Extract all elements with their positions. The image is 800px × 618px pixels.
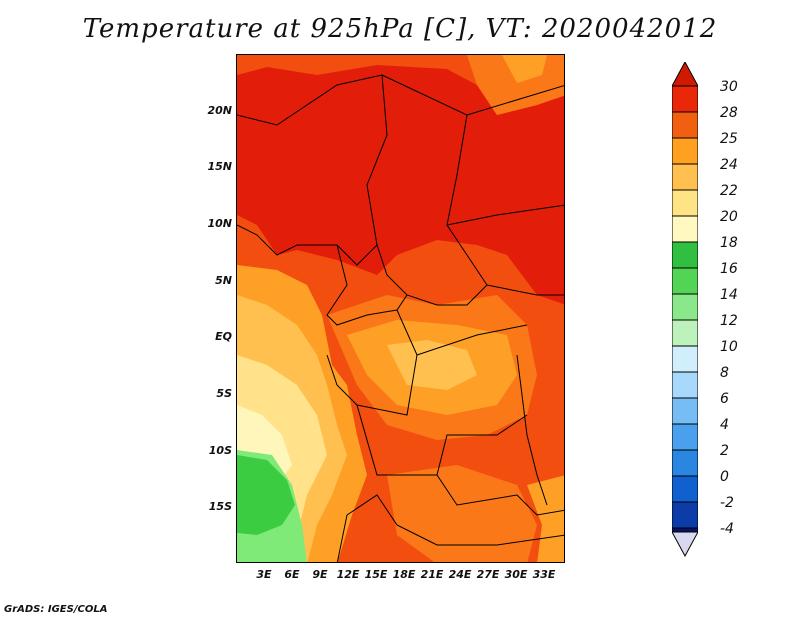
lat-label-15s: 15S bbox=[208, 500, 232, 513]
colorbar-label-20: 20 bbox=[720, 209, 738, 225]
lon-label-30e: 30E bbox=[504, 568, 528, 581]
cb-4 bbox=[672, 423, 698, 451]
cb-25 bbox=[672, 137, 698, 165]
cb-24 bbox=[672, 163, 698, 191]
cb-m2 bbox=[672, 501, 698, 529]
region-30-north bbox=[237, 65, 564, 305]
lon-label-9e: 9E bbox=[312, 568, 328, 581]
lon-label-27e: 27E bbox=[476, 568, 500, 581]
colorbar-label-4: 4 bbox=[720, 417, 729, 433]
colorbar-label-28: 28 bbox=[720, 105, 738, 121]
colorbar-label-14: 14 bbox=[720, 287, 738, 303]
lat-label-5n: 5N bbox=[215, 274, 232, 287]
cb-2 bbox=[672, 449, 698, 477]
lat-label-eq: EQ bbox=[215, 330, 232, 343]
colorbar-label-12: 12 bbox=[720, 313, 738, 329]
colorbar-label-18: 18 bbox=[720, 235, 738, 251]
lat-label-20n: 20N bbox=[207, 104, 232, 117]
cb-m4 bbox=[672, 527, 698, 533]
footer-credit: GrADS: IGES/COLA bbox=[4, 604, 108, 615]
colorbar-label-10: 10 bbox=[720, 339, 738, 355]
colorbar-label-m4: -4 bbox=[720, 521, 734, 537]
lon-label-24e: 24E bbox=[448, 568, 472, 581]
colorbar-bottom-triangle bbox=[672, 531, 698, 557]
lon-label-33e: 33E bbox=[532, 568, 556, 581]
region-25-se bbox=[387, 465, 537, 562]
lon-label-18e: 18E bbox=[392, 568, 416, 581]
chart-title: Temperature at 925hPa [C], VT: 202004201… bbox=[82, 14, 718, 44]
colorbar-label-16: 16 bbox=[720, 261, 738, 277]
cb-18 bbox=[672, 241, 698, 269]
cb-14 bbox=[672, 293, 698, 321]
lon-label-21e: 21E bbox=[420, 568, 444, 581]
colorbar-label-25: 25 bbox=[720, 131, 738, 147]
colorbar-label-22: 22 bbox=[720, 183, 738, 199]
region-24-se bbox=[527, 475, 564, 562]
lat-label-15n: 15N bbox=[207, 160, 232, 173]
region-22-center bbox=[387, 340, 477, 390]
temperature-map bbox=[236, 54, 565, 563]
lat-label-5s: 5S bbox=[216, 387, 232, 400]
lat-label-10n: 10N bbox=[207, 217, 232, 230]
cb-6 bbox=[672, 397, 698, 425]
cb-8 bbox=[672, 371, 698, 399]
lon-label-12e: 12E bbox=[336, 568, 360, 581]
colorbar-label-0: 0 bbox=[720, 469, 729, 485]
lat-label-10s: 10S bbox=[208, 444, 232, 457]
cb-30 bbox=[672, 85, 698, 113]
colorbar-label-2: 2 bbox=[720, 443, 729, 459]
colorbar-label-8: 8 bbox=[720, 365, 729, 381]
lon-label-6e: 6E bbox=[284, 568, 300, 581]
cb-28 bbox=[672, 111, 698, 139]
colorbar bbox=[672, 62, 698, 557]
lon-label-15e: 15E bbox=[364, 568, 388, 581]
cb-16 bbox=[672, 267, 698, 295]
colorbar-label-30: 30 bbox=[720, 79, 738, 95]
lon-label-3e: 3E bbox=[256, 568, 272, 581]
cb-22 bbox=[672, 189, 698, 217]
cb-20 bbox=[672, 215, 698, 243]
cb-12 bbox=[672, 319, 698, 347]
colorbar-segments bbox=[672, 85, 698, 533]
region-16-west bbox=[237, 455, 295, 535]
cb-10 bbox=[672, 345, 698, 373]
country-borders bbox=[237, 74, 564, 562]
colorbar-top-triangle bbox=[672, 62, 698, 87]
map-svg bbox=[237, 55, 564, 562]
region-24-ne bbox=[502, 55, 547, 83]
colorbar-label-24: 24 bbox=[720, 157, 738, 173]
colorbar-label-6: 6 bbox=[720, 391, 729, 407]
cb-0 bbox=[672, 475, 698, 503]
colorbar-label-m2: -2 bbox=[720, 495, 734, 511]
